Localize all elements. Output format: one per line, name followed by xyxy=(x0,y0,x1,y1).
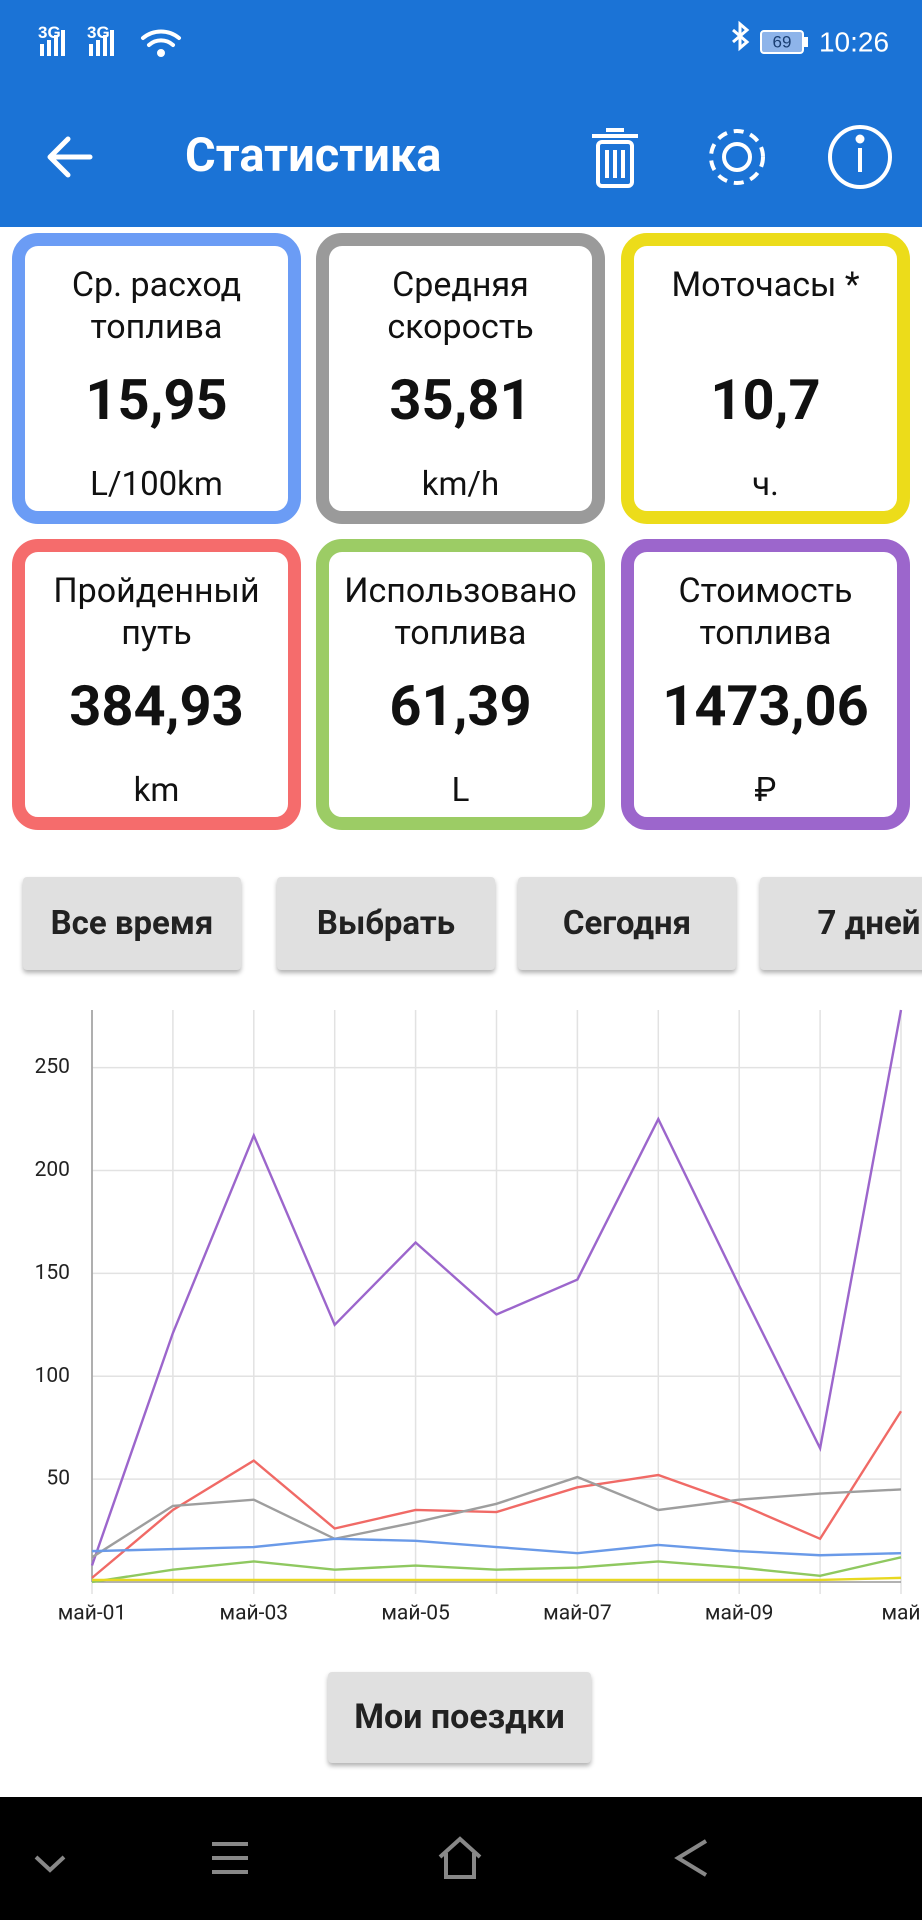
period-button[interactable]: Сегодня xyxy=(518,877,736,970)
card-label: Ср. расход топлива xyxy=(71,265,242,347)
nav-menu[interactable] xyxy=(212,1842,248,1874)
info-button[interactable] xyxy=(828,125,892,189)
y-tick-label: 50 xyxy=(46,1467,70,1491)
nav-hide[interactable] xyxy=(34,1855,66,1873)
stat-card: Пройденный путь 384,93 km xyxy=(12,539,301,830)
card-label: Пройденный путь xyxy=(53,571,260,653)
card-unit: L xyxy=(451,771,470,810)
card-value: 1473,06 xyxy=(662,673,869,739)
battery-level: 69 xyxy=(773,32,792,51)
card-value: 61,39 xyxy=(389,673,532,739)
battery-tip xyxy=(804,37,808,47)
card-unit: L/100km xyxy=(90,465,223,504)
signal-bars xyxy=(40,30,65,56)
card-unit: km xyxy=(133,771,180,810)
delete-button[interactable] xyxy=(592,128,638,188)
stat-card: Средняя скорость 35,81 km/h xyxy=(316,233,605,524)
nav-icons xyxy=(34,1836,708,1879)
card-label: Моточасы * xyxy=(671,265,860,305)
line-series xyxy=(91,1556,902,1584)
signal-bars xyxy=(89,30,114,56)
x-tick-label: май-05 xyxy=(381,1602,450,1626)
card-value: 35,81 xyxy=(389,367,532,433)
card-label: Стоимость топлива xyxy=(678,571,853,653)
nav-home[interactable] xyxy=(438,1836,482,1879)
x-tick-label: май xyxy=(881,1602,920,1626)
battery-icon xyxy=(760,30,804,54)
period-button[interactable]: Все время xyxy=(23,877,241,970)
app-bar: 3G 3G 69 10:26 Статистика xyxy=(0,0,922,227)
settings-button[interactable] xyxy=(709,129,765,185)
back-button[interactable] xyxy=(47,136,93,178)
status-icons: 3G 3G 69 10:26 xyxy=(38,20,892,189)
clock: 10:26 xyxy=(819,26,889,57)
screen-title: Статистика xyxy=(185,128,442,183)
y-tick-label: 100 xyxy=(35,1364,70,1388)
period-buttons: Все время Выбрать Сегодня 7 дней xyxy=(0,870,922,980)
x-tick-label: май-03 xyxy=(220,1602,289,1626)
bluetooth-icon xyxy=(732,20,750,52)
card-value: 15,95 xyxy=(85,367,228,433)
x-tick-label: май-09 xyxy=(705,1602,774,1626)
my-trips-button[interactable]: Мои поездки xyxy=(328,1672,591,1763)
nav-back[interactable] xyxy=(674,1839,708,1877)
y-tick-label: 150 xyxy=(35,1261,70,1285)
card-value: 10,7 xyxy=(710,367,821,433)
card-value: 384,93 xyxy=(69,673,244,739)
line-series xyxy=(91,1537,902,1557)
period-button[interactable]: Выбрать xyxy=(277,877,495,970)
chart: 50 100 150 200 250 май-01 май-03 май-05 май-07 ма… xyxy=(35,1009,921,1626)
wifi-icon xyxy=(141,29,181,57)
line-series xyxy=(90,1009,903,1566)
stat-card: Моточасы * 10,7 ч. xyxy=(621,233,910,524)
card-label: Использовано топлива xyxy=(344,571,577,653)
card-unit: km/h xyxy=(421,465,500,504)
x-tick-label: май-07 xyxy=(543,1602,612,1626)
x-tick-label: май-01 xyxy=(58,1602,127,1626)
stat-card: Ср. расход топлива 15,95 L/100km xyxy=(12,233,301,524)
period-button[interactable]: 7 дней xyxy=(760,877,922,970)
stat-card: Стоимость топлива 1473,06 ₽ xyxy=(621,539,910,830)
y-tick-label: 250 xyxy=(35,1055,70,1079)
card-unit: ч. xyxy=(752,465,779,504)
stat-card: Использовано топлива 61,39 L xyxy=(316,539,605,830)
line-series xyxy=(92,1576,902,1582)
card-unit: ₽ xyxy=(754,771,777,810)
line-series xyxy=(91,1475,902,1559)
card-label: Средняя скорость xyxy=(387,265,534,347)
y-tick-label: 200 xyxy=(35,1158,70,1182)
line-series xyxy=(91,1410,903,1579)
nav-bar xyxy=(0,1797,922,1920)
